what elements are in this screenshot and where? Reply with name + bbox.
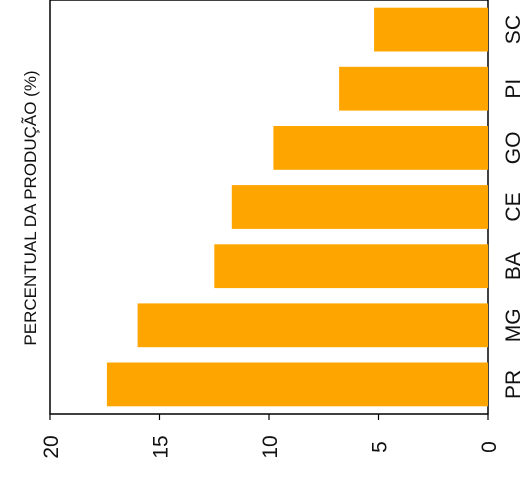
tick-label-10: 10 (259, 435, 282, 458)
category-label-go: GO (502, 132, 525, 165)
category-label-ce: CE (502, 192, 525, 221)
category-label-ba: BA (502, 252, 525, 280)
axis-title: PERCENTUAL DA PRODUÇÃO (%) (21, 70, 40, 345)
bar-pi (339, 66, 488, 111)
category-label-pr: PR (502, 370, 525, 399)
category-labels: PR MG BA CE GO PI SC (502, 15, 525, 399)
tick-label-5: 5 (369, 441, 392, 453)
bars-group (106, 7, 489, 407)
tick-label-15: 15 (150, 435, 173, 458)
bar-ba (214, 244, 489, 289)
category-label-sc: SC (502, 15, 525, 44)
bar-sc (374, 7, 488, 52)
bar-ce (231, 185, 489, 229)
tick-label-0: 0 (478, 441, 501, 453)
category-label-pi: PI (502, 79, 525, 99)
tick-label-20: 20 (40, 435, 63, 458)
bar-mg (137, 303, 488, 348)
bar-go (273, 126, 488, 170)
category-label-mg: MG (502, 308, 525, 342)
bar-pr (106, 362, 489, 407)
value-axis-ticks: 0 5 10 15 20 (40, 414, 501, 459)
